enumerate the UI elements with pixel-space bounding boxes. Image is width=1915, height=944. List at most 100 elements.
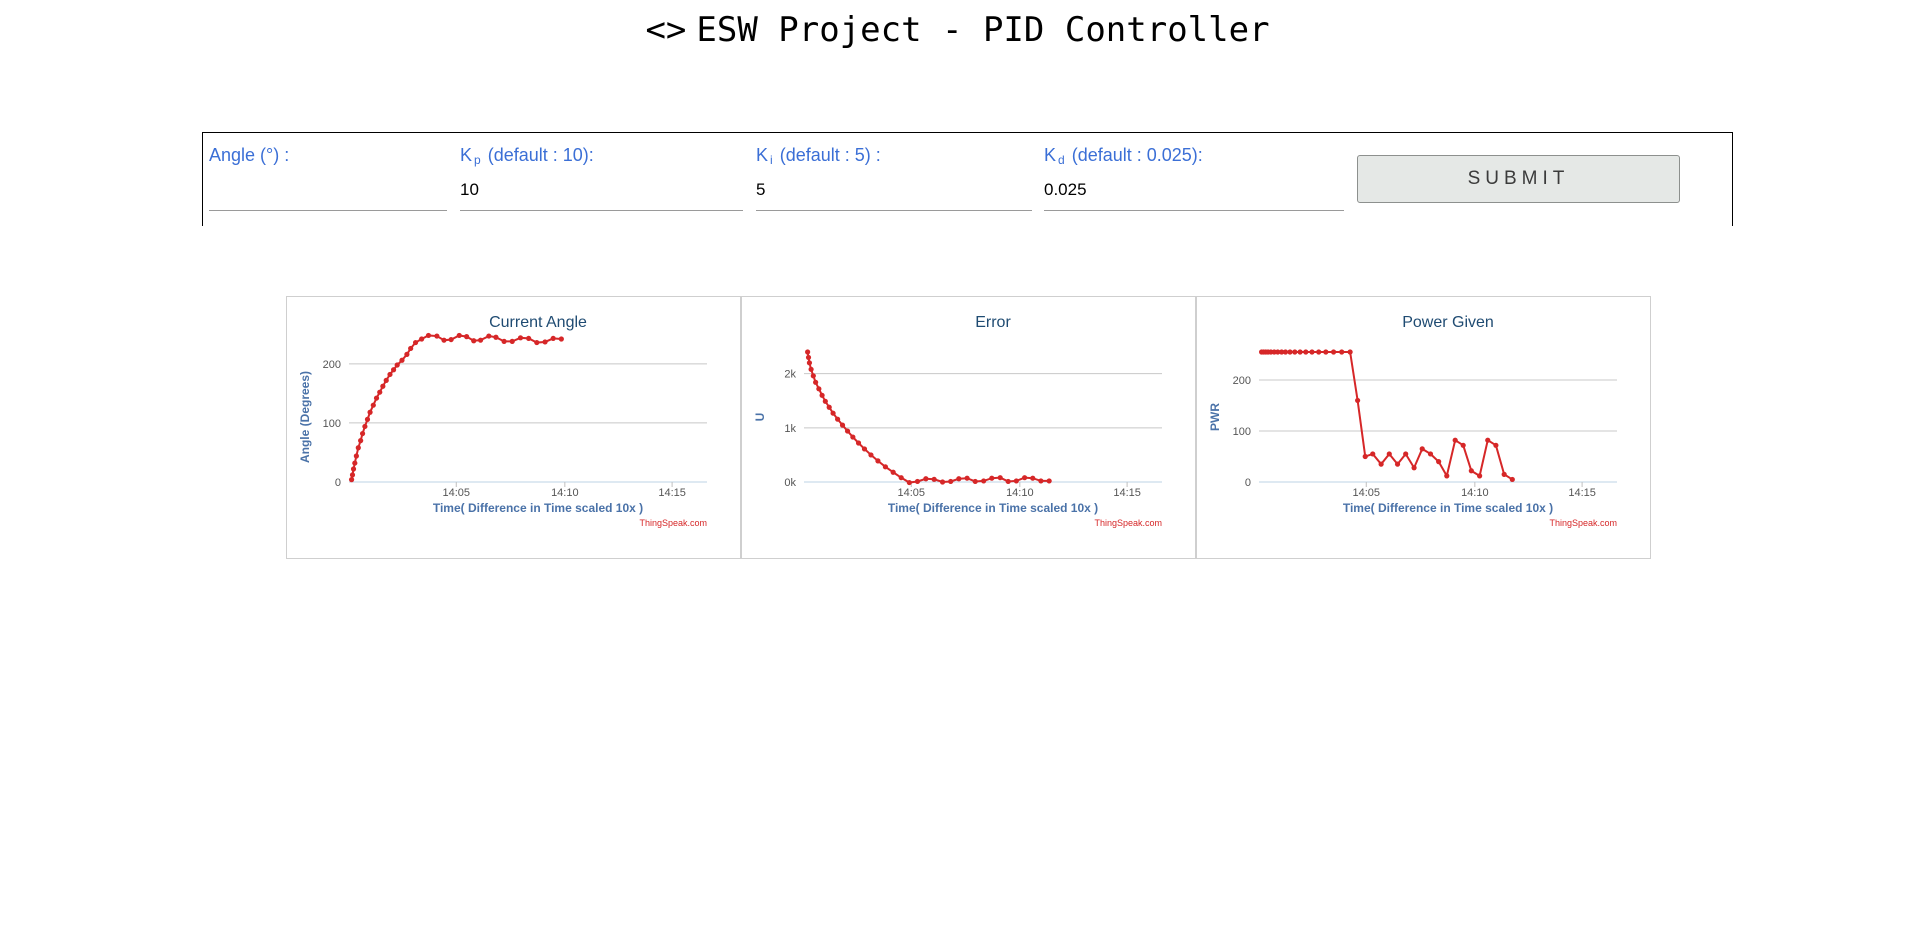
y-tick-label: 200 [323,359,341,371]
data-point [1005,478,1011,485]
page-title-text: ESW Project - PID Controller [696,10,1270,50]
data-point [1436,459,1442,465]
data-point [1419,446,1425,452]
data-point [890,469,896,475]
data-point [819,392,825,398]
data-point [1394,461,1401,467]
data-point [390,367,397,373]
angle-input[interactable] [209,177,447,211]
data-point [956,476,962,482]
data-point [906,479,912,486]
thingspeak-credit: ThingSpeak.com [1549,518,1617,528]
ki-input[interactable] [756,177,1032,211]
data-point [816,386,822,392]
data-point [509,338,515,344]
data-point [1339,349,1345,355]
data-point [387,371,393,378]
data-point [355,445,361,451]
thingspeak-credit: ThingSpeak.com [1094,518,1162,528]
data-point [1038,478,1044,484]
data-point [855,440,862,446]
data-point [441,337,447,343]
data-point [486,333,492,339]
data-point [830,410,836,416]
data-point [1279,349,1285,355]
data-point [1046,478,1052,484]
data-point [1323,349,1329,355]
data-point [875,458,881,464]
data-point [412,339,419,346]
current-angle-chart: Current Angle 0 100 200 14:05 14:10 14:15 Angle… [286,296,741,559]
data-point [861,446,868,452]
data-point [813,379,819,385]
data-point [348,477,355,483]
data-point [1386,451,1392,457]
data-point [1452,437,1458,443]
data-point [526,335,532,342]
data-point [835,416,841,422]
data-point [1362,453,1368,460]
data-point [367,409,373,415]
y-tick-label: 200 [1233,375,1251,387]
x-axis-label: Time( Difference in Time scaled 10x ) [888,501,1098,515]
x-tick-label: 14:05 [1353,487,1381,499]
data-point [1316,349,1322,355]
data-point [1509,476,1515,483]
page-title: <> ESW Project - PID Controller [0,10,1915,50]
data-point [810,373,816,379]
data-point [826,404,832,410]
data-point [358,438,364,444]
kp-input[interactable] [460,177,743,211]
data-point [822,398,828,404]
data-point [359,430,366,437]
kd-input[interactable] [1044,177,1344,211]
data-point [898,475,904,481]
data-point [808,366,814,372]
series-line [1261,351,1513,481]
data-point [1468,468,1474,474]
y-tick-label: 1k [784,423,796,435]
current-angle-chart-svg: Current Angle 0 100 200 14:05 14:10 14:15 Angle… [298,314,707,528]
data-point [1022,475,1028,481]
data-point [471,338,477,344]
data-point [477,337,484,343]
kp-label-main: K [460,145,473,165]
data-point [1013,478,1019,484]
y-tick-label: 2k [784,369,796,381]
data-point [1330,349,1337,355]
data-point [353,453,359,459]
x-axis-label: Time( Difference in Time scaled 10x ) [1343,501,1553,515]
data-point [448,336,454,343]
data-point [1030,475,1036,481]
data-point [1411,465,1417,471]
chart-title: Error [975,314,1011,331]
data-point [425,332,432,339]
ki-label-sub: i [770,153,773,167]
submit-button[interactable]: SUBMIT [1357,155,1680,203]
data-point [350,466,357,472]
error-chart-svg: Error 0k 1k 2k 14:05 14:10 14:15 U Time( Differe… [753,314,1162,528]
angle-label: Angle (°) : [209,145,290,165]
power-given-chart-svg: Power Given 0 100 200 14:05 14:10 14:15 PWR Time… [1208,314,1617,528]
data-point [534,339,540,346]
data-point [964,475,970,481]
chart-title: Current Angle [489,314,587,331]
data-point [1287,349,1293,355]
x-tick-label: 14:05 [443,487,471,499]
ki-label-main: K [756,145,769,165]
data-point [989,475,995,481]
angle-field: Angle (°) : [209,143,447,211]
data-point [972,478,978,485]
data-point [456,332,462,339]
thingspeak-credit: ThingSpeak.com [639,518,707,528]
data-point [1370,451,1376,457]
y-axis-label: PWR [1208,403,1222,431]
data-point [997,475,1003,481]
data-point [399,357,405,363]
x-tick-label: 14:10 [1461,487,1489,499]
pid-parameters-form: Angle (°) : Kp (default : 10): Ki (defau… [202,132,1733,226]
data-point [806,360,813,366]
